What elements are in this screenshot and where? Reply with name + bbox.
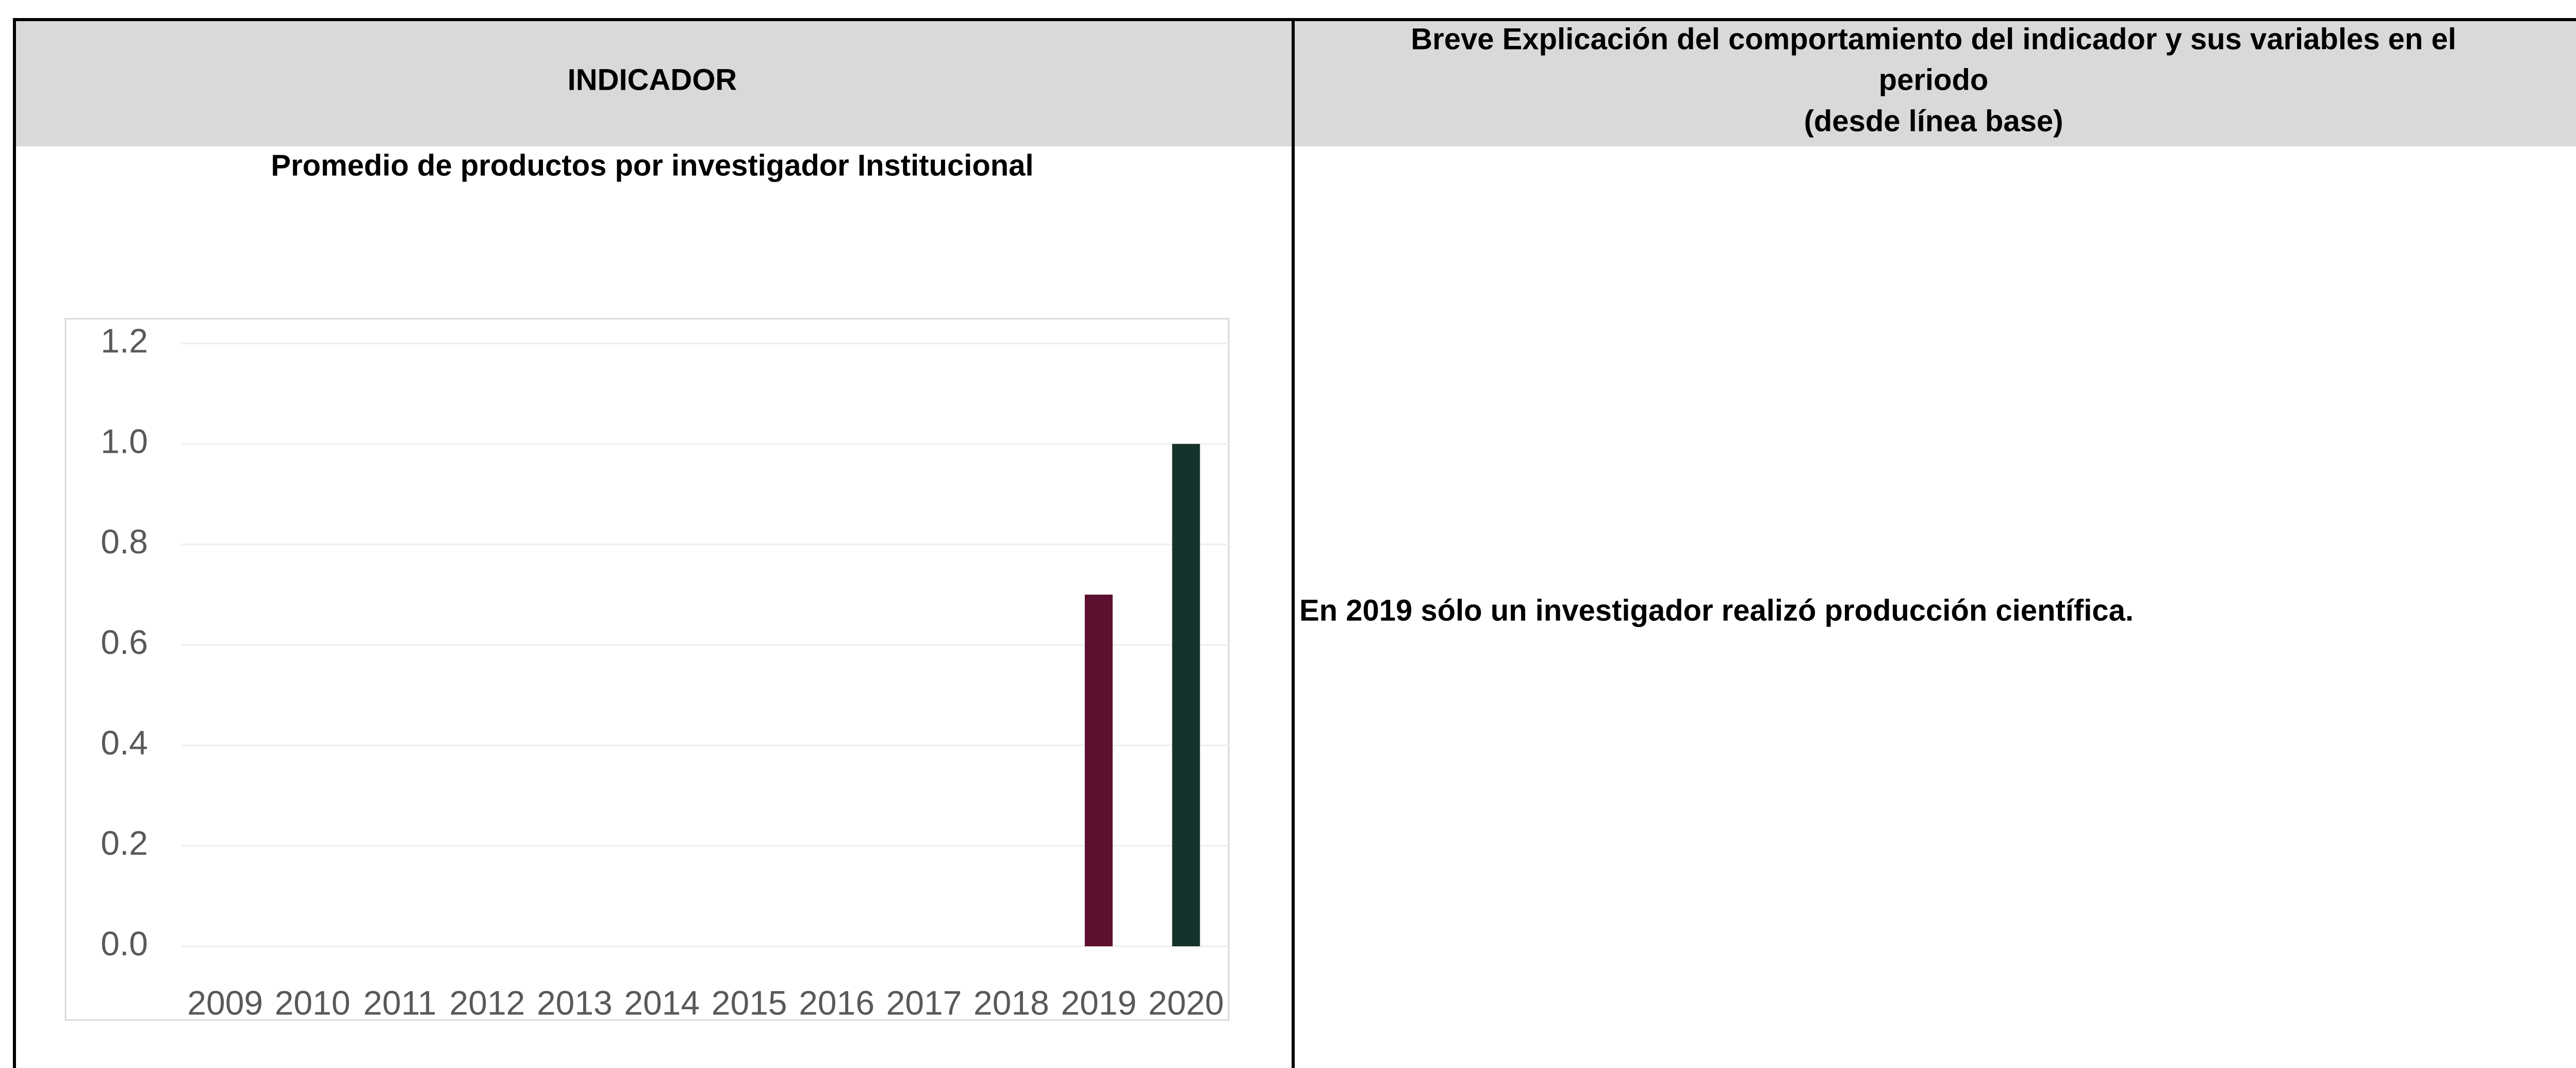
y-tick-label: 0.2 (101, 824, 148, 862)
x-tick-label: 2020 (1148, 983, 1224, 1022)
y-tick-label: 0.4 (101, 724, 148, 762)
x-tick-label: 2013 (537, 983, 613, 1022)
chart-area (64, 318, 1230, 1021)
header-right: periodo (1879, 63, 1989, 96)
explanation: En 2019 sólo un investigador realizó pro… (1299, 594, 2134, 627)
y-tick-label: 0.8 (101, 522, 148, 561)
x-tick-label: 2011 (364, 983, 437, 1022)
x-tick-label: 2009 (187, 983, 263, 1022)
x-tick-label: 2016 (799, 983, 874, 1022)
chart-title: Promedio de productos por investigador I… (271, 149, 1033, 182)
x-tick-label: 2018 (973, 983, 1049, 1022)
bar (1172, 443, 1200, 946)
x-tick-label: 2019 (1061, 983, 1136, 1022)
x-tick-label: 2010 (275, 983, 351, 1022)
x-tick-label: 2012 (450, 983, 525, 1022)
x-tick-label: 2017 (886, 983, 962, 1022)
plot: 0.0 0.2 0.4 0.6 0.8 1.0 1.2 2009 2010 2011 2012 201… (101, 321, 1230, 1022)
header-right: (desde línea base) (1804, 104, 2063, 138)
y-tick-label: 1.0 (101, 422, 148, 460)
y-tick-label: 0.6 (101, 623, 148, 661)
header-left: INDICADOR (568, 63, 737, 96)
x-tick-label: 2014 (624, 983, 700, 1022)
header-right: Breve Explicación del comportamiento del… (1411, 22, 2456, 56)
x-tick-label: 2015 (712, 983, 787, 1022)
y-tick-label: 1.2 (101, 321, 148, 359)
bar (1084, 595, 1113, 946)
y-tick-label: 0.0 (101, 924, 148, 962)
